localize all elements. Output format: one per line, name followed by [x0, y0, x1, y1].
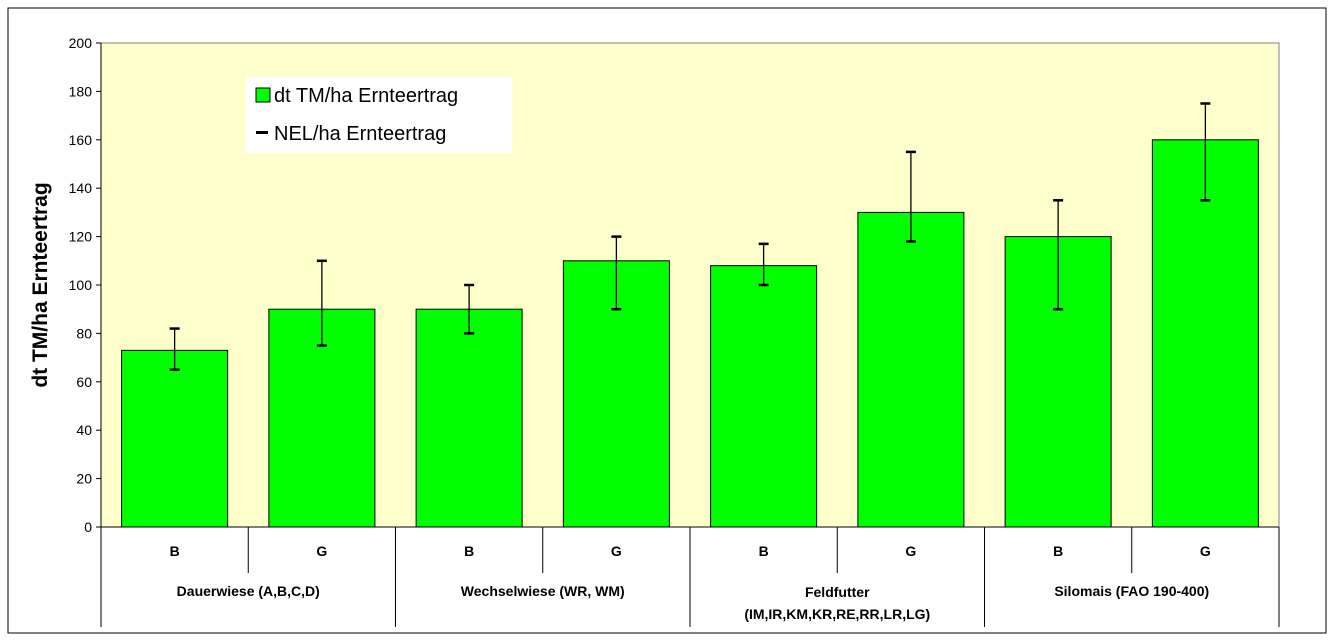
legend-box [246, 77, 512, 153]
y-axis-title: dt TM/ha Ernteertrag [29, 182, 52, 387]
error-bar [464, 283, 475, 335]
y-tick-label: 200 [69, 35, 93, 51]
group-label: Dauerwiese (A,B,C,D) [177, 583, 320, 599]
bar [121, 349, 229, 528]
category-label: B [464, 543, 474, 559]
category-label: G [905, 543, 916, 559]
legend-swatch-bar [255, 87, 271, 103]
group-label: Wechselwiese (WR, WM) [461, 583, 625, 599]
legend: dt TM/ha Ernteertrag NEL/ha Ernteertrag [246, 77, 512, 153]
error-bar [169, 327, 180, 371]
legend-swatch-errorbar [256, 131, 268, 134]
error-bar [611, 235, 622, 311]
category-label: G [316, 543, 327, 559]
category-label: B [1053, 543, 1063, 559]
error-bar [758, 242, 769, 287]
category-label: B [170, 543, 180, 559]
y-tick-label: 100 [69, 277, 93, 293]
category-label: B [759, 543, 769, 559]
bar [1151, 139, 1259, 528]
bar [415, 308, 523, 528]
error-bar [316, 259, 327, 347]
category-label: G [1200, 543, 1211, 559]
y-tick-label: 180 [69, 83, 93, 99]
group-label-line: (IM,IR,KM,KR,RE,RR,LR,LG) [744, 606, 930, 622]
y-tick-label: 140 [69, 180, 93, 196]
y-tick-label: 60 [76, 374, 92, 390]
y-tick-label: 0 [84, 519, 92, 535]
error-bar [1200, 102, 1211, 202]
y-tick-label: 160 [69, 132, 93, 148]
y-tick-label: 80 [76, 325, 92, 341]
group-label-line: Wechselwiese (WR, WM) [461, 583, 625, 599]
group-label-line: Feldfutter [805, 584, 870, 600]
y-tick-label: 120 [69, 229, 93, 245]
bar [710, 265, 818, 528]
error-bar [1053, 199, 1064, 311]
y-tick-label: 20 [76, 471, 92, 487]
y-tick-label: 40 [76, 422, 92, 438]
group-label-line: Silomais (FAO 190-400) [1054, 583, 1209, 599]
legend-label-bar: dt TM/ha Ernteertrag [274, 85, 458, 107]
legend-label-errorbar: NEL/ha Ernteertrag [274, 123, 446, 145]
group-label: Silomais (FAO 190-400) [1054, 583, 1209, 599]
bar [857, 211, 965, 528]
group-label: Feldfutter (IM,IR,KM,KR,RE,RR,LR,LG) [744, 584, 930, 622]
category-label: G [611, 543, 622, 559]
error-bar [905, 150, 916, 243]
group-label-line: Dauerwiese (A,B,C,D) [177, 583, 320, 599]
